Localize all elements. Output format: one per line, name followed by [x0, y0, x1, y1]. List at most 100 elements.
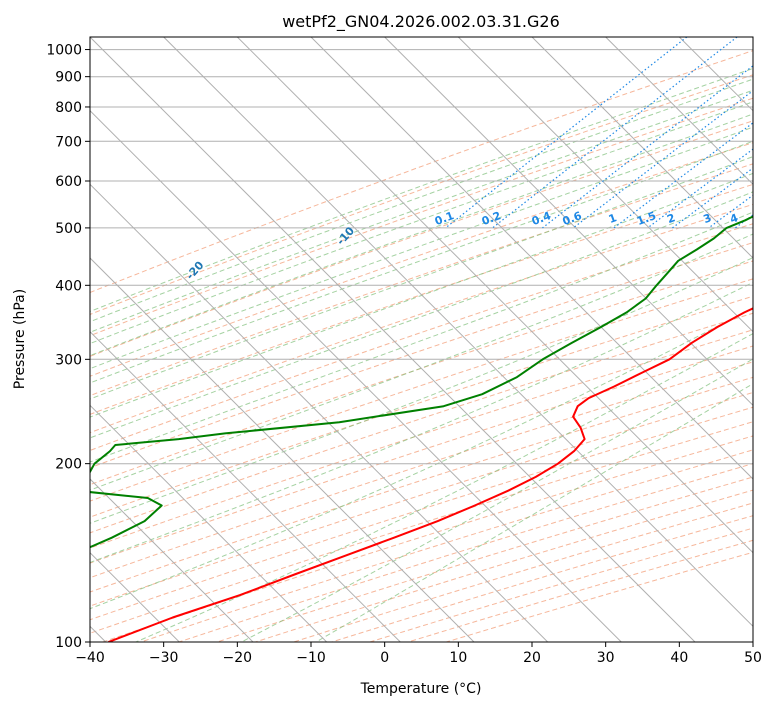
y-tick-label: 800: [55, 100, 82, 116]
mixing-ratio-label: 0.2: [480, 209, 503, 228]
mixing-ratio-label: 1.5: [635, 209, 658, 228]
isotherm-line: [678, 37, 753, 112]
y-tick-label: 100: [55, 635, 82, 651]
y-tick-label: 300: [55, 352, 82, 368]
x-tick-label: 50: [744, 650, 762, 666]
x-axis: −40 −30 −20 −10 0 10 20 30 40 50: [75, 642, 762, 666]
dry-adiabat-line: [90, 223, 753, 451]
y-tick-label: 500: [55, 221, 82, 237]
dry-adiabat-line: [90, 260, 753, 486]
mixing-ratio-label: 0.6: [561, 209, 584, 228]
moist-adiabat-line: [90, 101, 753, 345]
dry-adiabat-line: [102, 435, 753, 642]
mixing-ratio-label: 0.4: [530, 209, 553, 228]
y-tick-label: 600: [55, 174, 82, 190]
temperature-trace: [108, 307, 753, 642]
plot-frame: [89, 36, 754, 643]
mixing-ratio-line: [672, 167, 753, 229]
moist-adiabat-line: [90, 78, 753, 323]
y-axis: 100 200 300 400 500 600 700 800 900 1000: [46, 43, 90, 651]
x-tick-label: 30: [597, 650, 615, 666]
dry-adiabat-line: [90, 203, 753, 434]
x-tick-label: −20: [223, 650, 253, 666]
y-tick-label: 700: [55, 134, 82, 150]
x-tick-label: 40: [670, 650, 688, 666]
moist-adiabat-line: [90, 172, 753, 418]
mixing-ratio-label: 2: [665, 211, 677, 226]
dry-adiabat-line: [90, 50, 753, 294]
y-tick-label: 200: [55, 457, 82, 473]
dry-adiabat-line: [90, 74, 753, 316]
dewpoint-trace: [90, 215, 753, 549]
moist-adiabat-line: [90, 126, 753, 370]
mixing-ratio-label: 4: [728, 211, 740, 226]
moist-adiabat-line: [90, 156, 753, 400]
isotherm-line: [531, 37, 753, 259]
plot-grid: [90, 37, 753, 642]
x-tick-label: 20: [523, 650, 541, 666]
isotherm-line: [752, 37, 753, 38]
dry-adiabat-line: [90, 142, 753, 377]
dry-adiabat-label: -30: [35, 295, 58, 319]
dry-adiabat-line: [90, 312, 753, 534]
dry-adiabat-line: [90, 376, 753, 593]
mixing-ratio-line: [734, 214, 753, 229]
moist-adiabat-line: [90, 211, 753, 463]
dry-adiabat-line: [90, 345, 753, 564]
moist-adiabat-line: [90, 233, 753, 491]
moist-adiabat-line: [90, 281, 753, 564]
dry-adiabat-line: [293, 502, 753, 642]
isotherm-line: [605, 37, 753, 186]
isotherm-line: [90, 37, 696, 642]
isotherm-line: [90, 330, 401, 642]
y-axis-label: Pressure (hPa): [12, 289, 28, 389]
mixing-ratio-label: 3: [702, 211, 714, 226]
mixing-ratio-line: [492, 37, 738, 229]
x-tick-label: −30: [149, 650, 179, 666]
isotherm-line: [384, 37, 753, 407]
isotherm-line: [310, 37, 753, 480]
isotherm-line: [90, 183, 549, 642]
mixing-ratio-label: 0.1: [433, 209, 456, 228]
moist-adiabat-line: [90, 191, 753, 439]
moist-adiabat-line: [90, 89, 753, 333]
x-axis-label: Temperature (°C): [360, 681, 482, 697]
isotherm-line: [90, 478, 254, 642]
mixing-ratio-label: 1: [607, 211, 619, 226]
line-labels: 0.10.20.40.611.52346810131620253036-100-…: [35, 209, 775, 319]
mixing-ratio-line: [542, 65, 753, 229]
moist-adiabat-line: [90, 67, 753, 313]
dry-adiabat-line: [90, 361, 753, 579]
dry-adiabat-line: [90, 391, 753, 607]
dry-adiabat-line: [90, 242, 753, 469]
dry-adiabat-line: [90, 183, 753, 415]
y-tick-label: 1000: [46, 43, 82, 59]
x-tick-label: 0: [380, 650, 389, 666]
dry-adiabat-line: [90, 163, 753, 397]
moist-adiabat-line: [90, 257, 753, 524]
dry-adiabat-line: [90, 278, 753, 502]
mixing-ratio-line: [572, 89, 753, 229]
isotherm-line: [457, 37, 753, 333]
y-tick-label: 900: [55, 70, 82, 86]
x-tick-label: 10: [449, 650, 467, 666]
isotherm-line: [90, 257, 475, 642]
dry-adiabat-line: [407, 539, 753, 642]
chart-title: wetPf2_GN04.2026.002.03.31.G26: [282, 12, 560, 32]
x-tick-label: −40: [75, 650, 105, 666]
isotherm-line: [163, 37, 753, 628]
moist-adiabat-line: [241, 358, 753, 642]
dry-adiabat-label: -20: [184, 258, 207, 282]
moist-adiabat-line: [90, 307, 753, 610]
dry-adiabat-line: [90, 329, 753, 549]
isotherm-line: [90, 404, 328, 642]
dry-adiabat-line: [331, 515, 753, 642]
dry-adiabat-line: [90, 295, 753, 518]
y-tick-label: 400: [55, 278, 82, 294]
mixing-ratio-label: 6: [767, 211, 775, 226]
isotherm-line: [90, 109, 622, 642]
dry-adiabat-line: [178, 463, 753, 642]
moist-adiabat-line: [315, 383, 753, 642]
x-tick-label: −10: [296, 650, 326, 666]
